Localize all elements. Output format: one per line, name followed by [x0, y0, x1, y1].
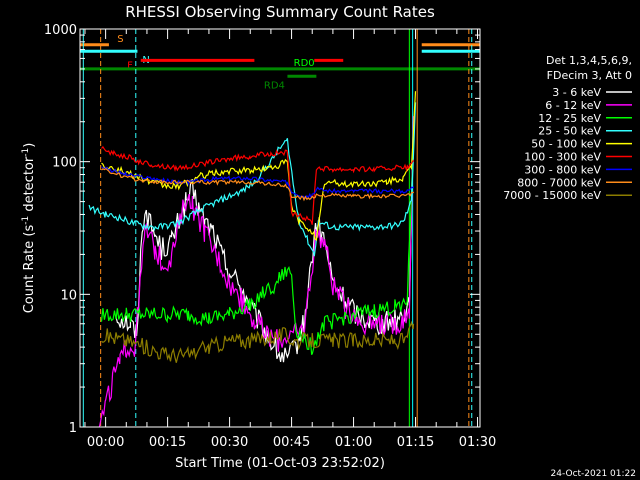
legend-entry: 800 - 7000 keV — [517, 176, 601, 189]
chart-title: RHESSI Observing Summary Count Rates — [125, 3, 435, 21]
x-axis-label: Start Time (01-Oct-03 23:52:02) — [175, 456, 385, 471]
legend-entry: 7000 - 15000 keV — [503, 189, 601, 202]
legend-entry: 25 - 50 keV — [538, 125, 601, 138]
y-tick-label: 1 — [69, 421, 77, 436]
legend-entry: 100 - 300 keV — [524, 151, 601, 164]
flag-label-rd4: RD4 — [264, 80, 285, 91]
legend-entry: 6 - 12 keV — [545, 99, 601, 112]
y-axis: 1 10 100 1000 — [44, 23, 480, 436]
y-axis-label: Count Rate (s-1 detector-1) — [21, 143, 37, 314]
x-axis: 00:00 00:15 00:30 00:45 01:00 01:15 01:30 — [84, 29, 496, 450]
series-line — [98, 116, 415, 428]
x-tick-label: 00:45 — [273, 435, 310, 450]
y-tick-label: 1000 — [44, 23, 77, 38]
y-tick-label: 10 — [60, 288, 77, 303]
series-line — [101, 91, 417, 241]
y-label-superscript: -1 — [21, 216, 31, 225]
x-tick-label: 00:15 — [149, 435, 186, 450]
flag-label-rd0: RD0 — [294, 58, 315, 69]
legend-entry: 12 - 25 keV — [538, 112, 601, 125]
series-lines — [88, 91, 417, 428]
series-line — [100, 142, 415, 356]
legend-entry: 3 - 6 keV — [552, 86, 601, 99]
series-line — [101, 166, 415, 200]
flag-bars: SNFRD0RD4 — [80, 34, 480, 91]
x-tick-label: 00:00 — [87, 435, 124, 450]
legend-header: FDecim 3, Att 0 — [547, 69, 632, 82]
legend-header: Det 1,3,4,5,6,9, — [546, 54, 632, 67]
timestamp: 24-Oct-2021 01:22 — [551, 469, 636, 479]
x-tick-label: 01:30 — [459, 435, 496, 450]
x-tick-label: 01:00 — [335, 435, 372, 450]
legend-entry: 300 - 800 keV — [524, 163, 601, 176]
y-label-superscript: -1 — [21, 148, 31, 157]
y-tick-label: 100 — [52, 156, 77, 171]
plot-frame — [79, 28, 481, 428]
series-line — [101, 167, 415, 202]
event-lines — [82, 29, 473, 427]
series-line — [88, 102, 417, 257]
flag-label-s: S — [117, 34, 123, 45]
y-label-part: ) — [22, 143, 37, 148]
x-tick-label: 00:30 — [211, 435, 248, 450]
series-line — [101, 145, 415, 225]
y-label-part: detector — [22, 156, 37, 216]
y-label-part: Count Rate (s — [22, 225, 37, 314]
flag-label-f: F — [127, 60, 133, 71]
legend: Det 1,3,4,5,6,9, FDecim 3, Att 0 3 - 6 keV… — [503, 54, 632, 202]
x-tick-label: 01:15 — [397, 435, 434, 450]
legend-entry: 50 - 100 keV — [531, 138, 601, 151]
series-line — [101, 320, 415, 363]
